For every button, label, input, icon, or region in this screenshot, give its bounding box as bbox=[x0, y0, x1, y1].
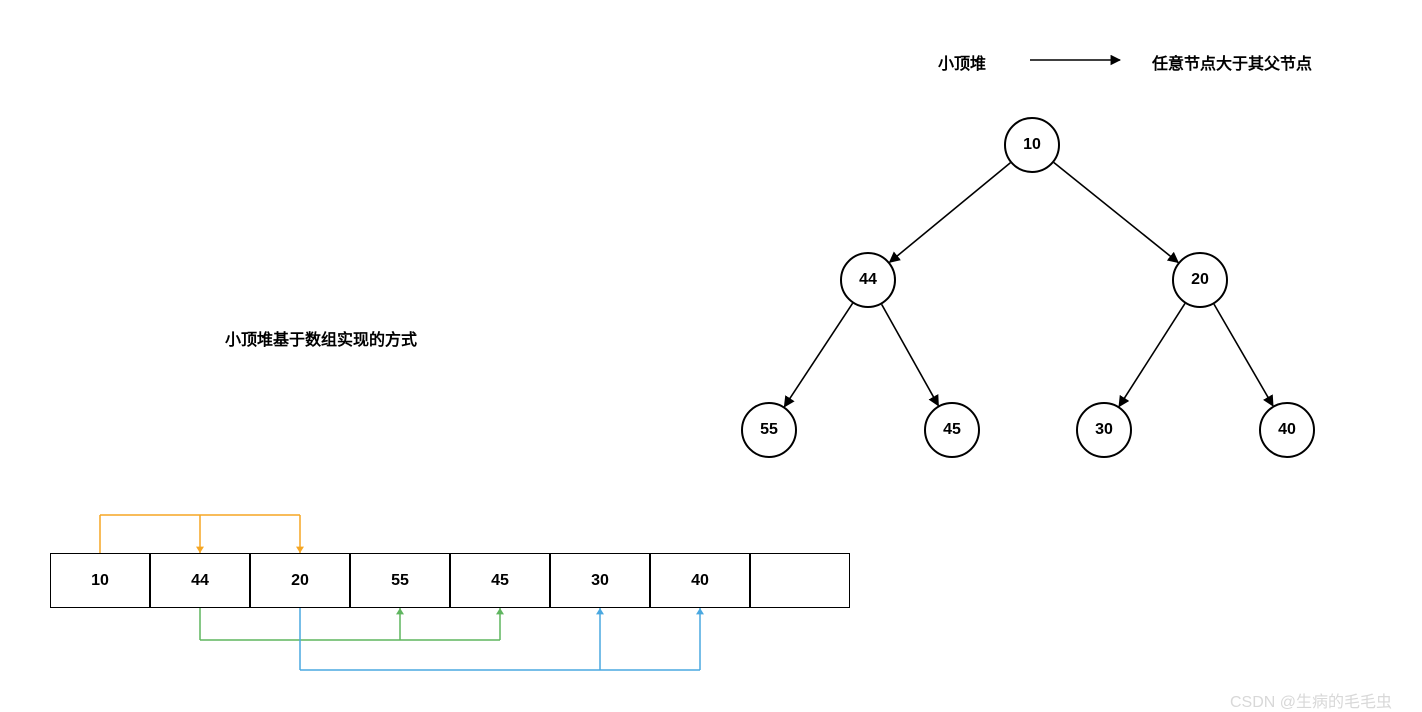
watermark: CSDN @生病的毛毛虫 bbox=[1230, 688, 1392, 712]
array-cell-7 bbox=[750, 553, 850, 608]
heap-title: 小顶堆 bbox=[938, 50, 986, 74]
array-cell-4: 45 bbox=[450, 553, 550, 608]
array-cell-1: 44 bbox=[150, 553, 250, 608]
tree-node-44: 44 bbox=[840, 252, 896, 308]
tree-node-20: 20 bbox=[1172, 252, 1228, 308]
tree-node-55: 55 bbox=[741, 402, 797, 458]
array-cell-0: 10 bbox=[50, 553, 150, 608]
heap-note: 任意节点大于其父节点 bbox=[1152, 50, 1312, 74]
array-cell-5: 30 bbox=[550, 553, 650, 608]
array-cell-2: 20 bbox=[250, 553, 350, 608]
array-cell-3: 55 bbox=[350, 553, 450, 608]
array-cell-6: 40 bbox=[650, 553, 750, 608]
array-title: 小顶堆基于数组实现的方式 bbox=[225, 326, 417, 350]
tree-node-45: 45 bbox=[924, 402, 980, 458]
tree-node-40: 40 bbox=[1259, 402, 1315, 458]
tree-node-10: 10 bbox=[1004, 117, 1060, 173]
tree-node-30: 30 bbox=[1076, 402, 1132, 458]
